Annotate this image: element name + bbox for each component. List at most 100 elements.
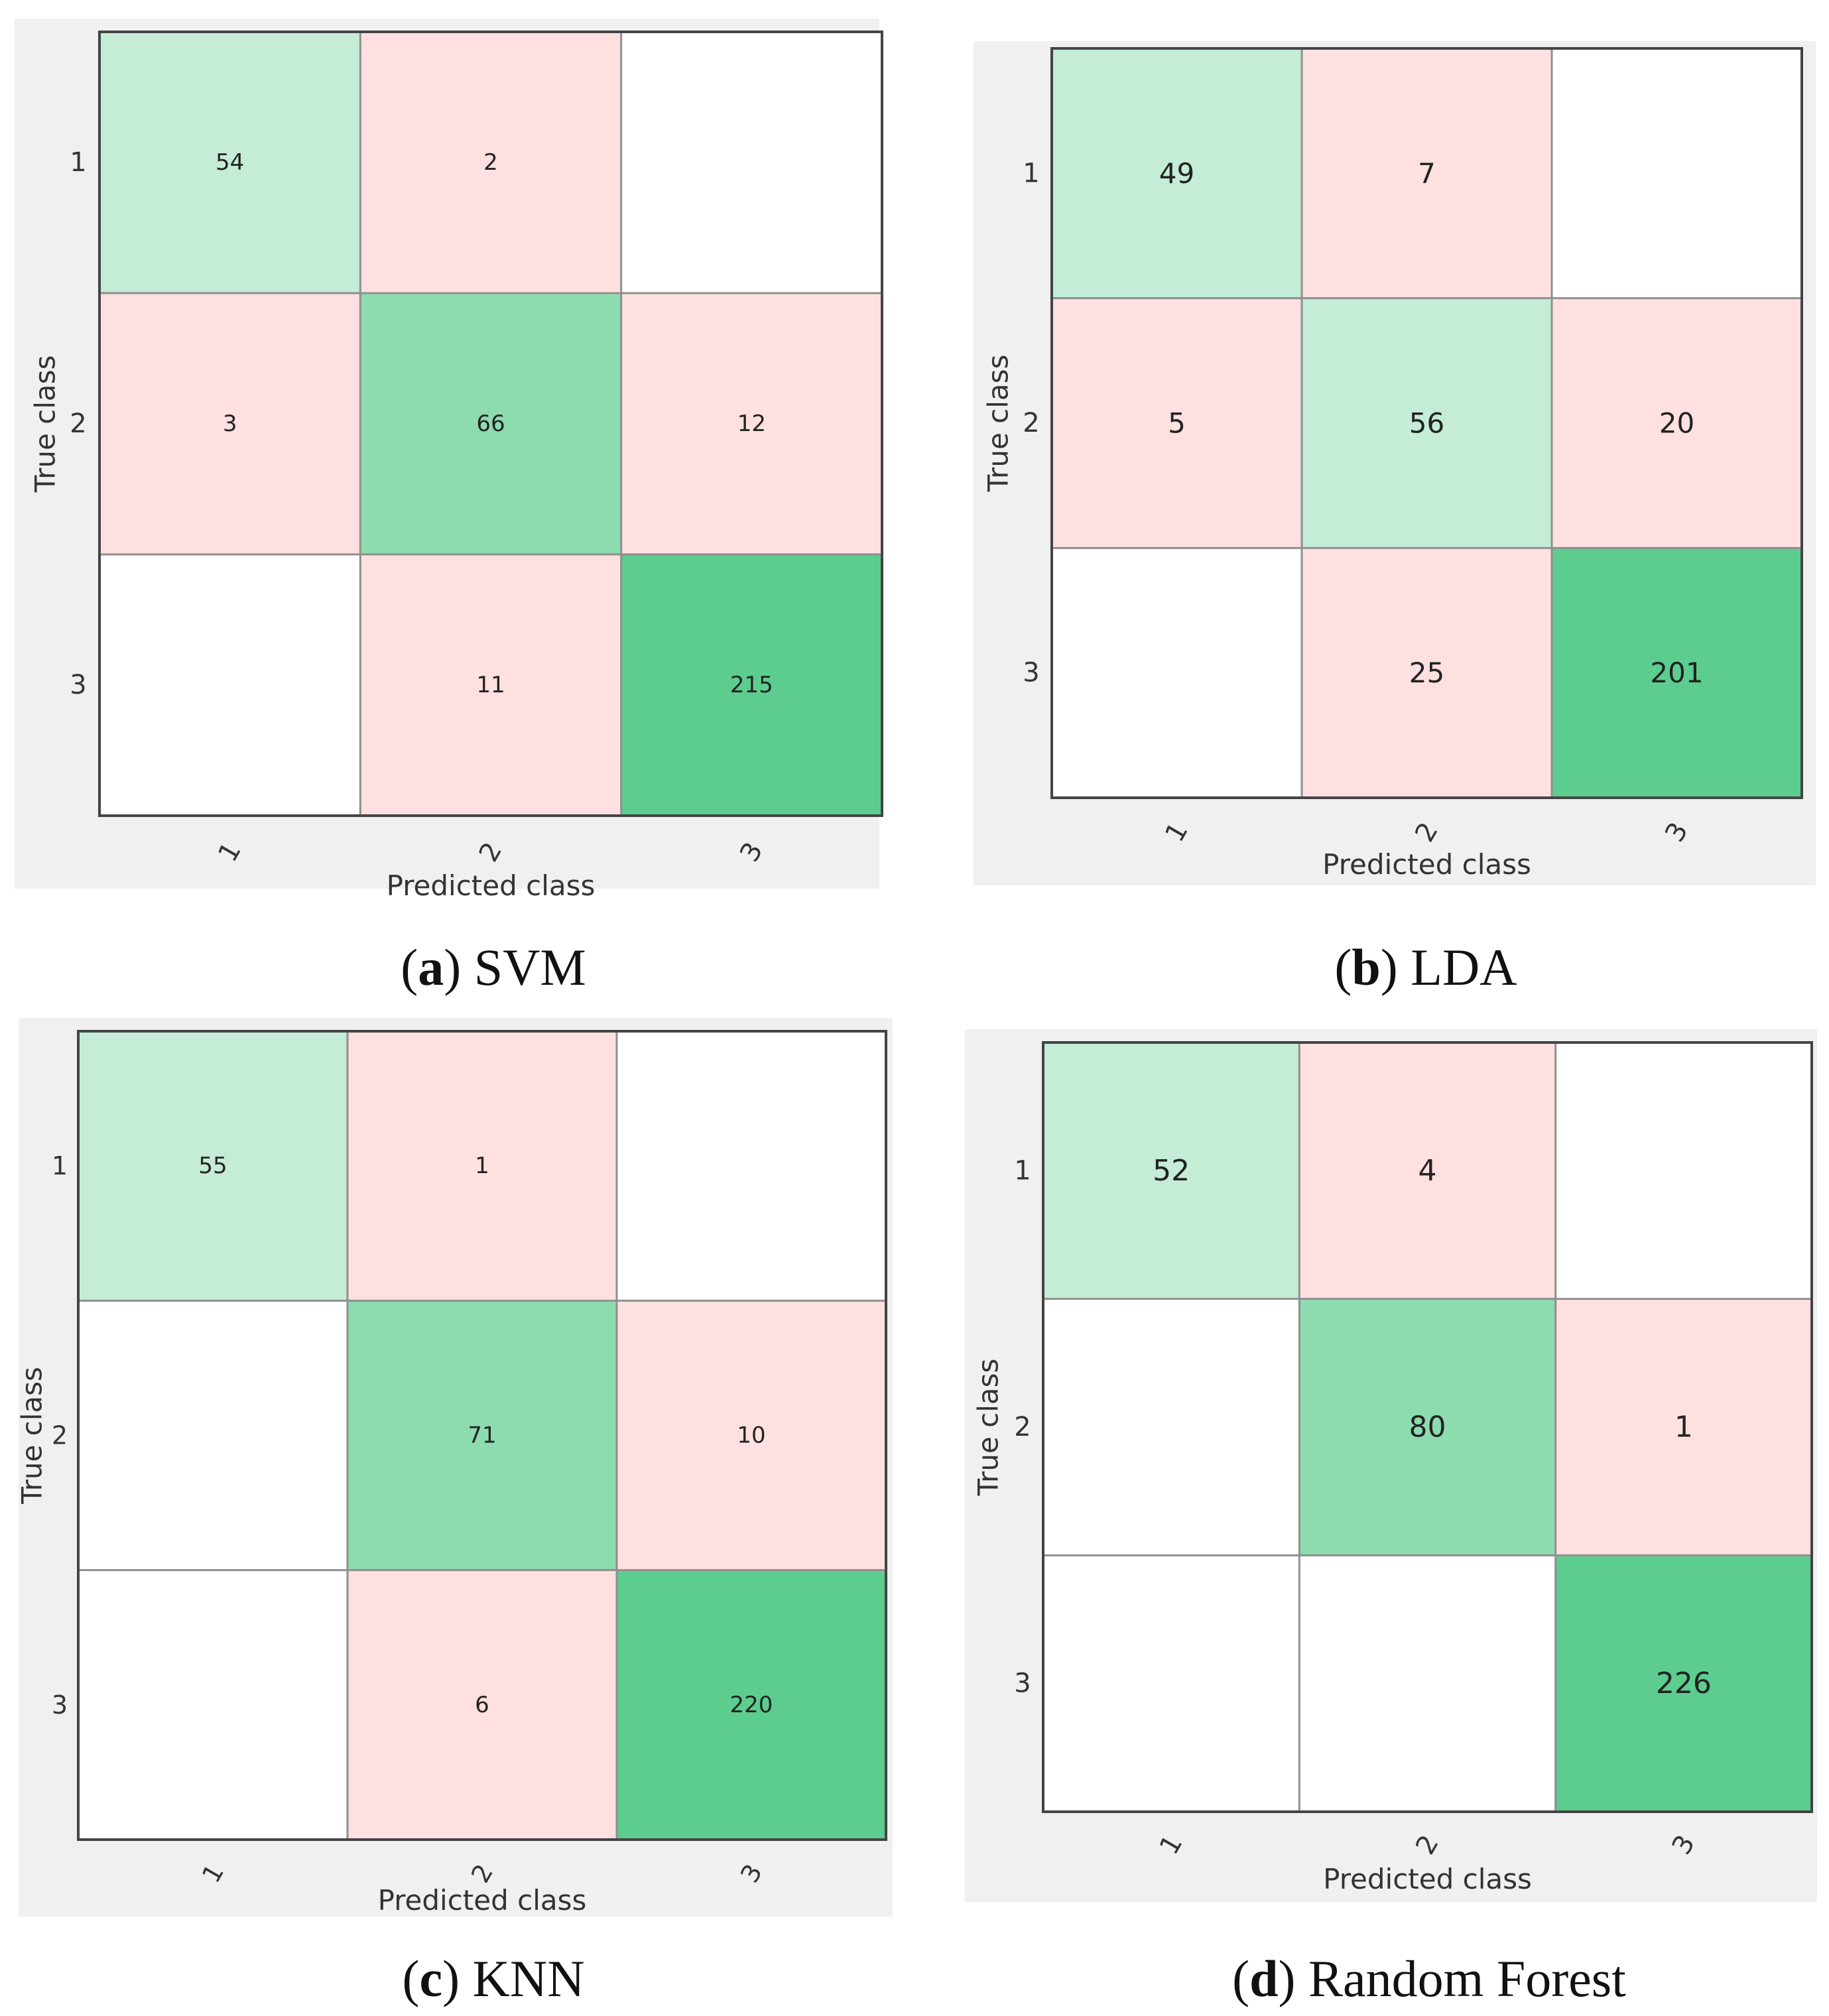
y-axis-title: True class xyxy=(982,355,1015,493)
matrix-cell xyxy=(1299,1298,1556,1556)
matrix-cell xyxy=(1555,1042,1812,1299)
cell-value-label: 20 xyxy=(1659,407,1694,440)
cell-value-label: 66 xyxy=(476,410,505,437)
y-tick-label: 3 xyxy=(1023,658,1039,688)
cell-value-label: 226 xyxy=(1656,1667,1712,1700)
y-tick-label: 3 xyxy=(70,670,86,700)
y-tick-label: 2 xyxy=(52,1421,68,1450)
cell-value-label: 4 xyxy=(1419,1154,1437,1188)
matrix-cell xyxy=(1552,48,1802,298)
matrix-cell xyxy=(360,554,621,816)
matrix-cell xyxy=(360,32,621,293)
cell-value-label: 25 xyxy=(1409,657,1444,689)
matrix-cell xyxy=(1555,1298,1812,1556)
y-tick-label: 1 xyxy=(70,147,86,178)
caption-letter: (b) xyxy=(1334,938,1398,996)
y-tick-label: 2 xyxy=(1023,408,1039,438)
y-tick-label: 2 xyxy=(70,409,86,439)
x-axis-title: Predicted class xyxy=(387,869,596,902)
matrix-cell xyxy=(1052,548,1302,798)
cell-value-label: 10 xyxy=(737,1422,765,1449)
y-tick-label: 1 xyxy=(52,1151,68,1180)
matrix-cell xyxy=(99,32,361,293)
caption-model-name: LDA xyxy=(1411,938,1517,996)
matrix-cell xyxy=(1052,48,1302,298)
matrix-cell xyxy=(347,1300,617,1570)
cell-value-label: 12 xyxy=(737,410,766,437)
caption-letter: (a) xyxy=(401,938,462,996)
matrix-cell xyxy=(99,293,361,554)
matrix-cell xyxy=(1552,298,1802,548)
caption-lda: (b) LDA xyxy=(1061,942,1791,993)
caption-svm: (a) SVM xyxy=(129,942,858,993)
matrix-cell xyxy=(617,1570,886,1840)
caption-model-name: KNN xyxy=(472,1950,585,2007)
matrix-cell xyxy=(1302,548,1552,798)
cell-value-label: 54 xyxy=(216,149,244,176)
y-tick-label: 1 xyxy=(1014,1155,1031,1186)
cell-value-label: 215 xyxy=(730,672,773,698)
x-axis-title: Predicted class xyxy=(1323,1863,1532,1895)
matrix-cell xyxy=(1043,1298,1300,1556)
matrix-cell xyxy=(347,1031,617,1301)
matrix-cell xyxy=(1302,298,1552,548)
y-tick-label: 1 xyxy=(1023,158,1039,188)
matrix-cell xyxy=(78,1570,347,1840)
matrix-cell xyxy=(1299,1555,1556,1812)
matrix-cell xyxy=(617,1300,886,1570)
y-axis-title: True class xyxy=(972,1359,1005,1497)
cell-value-label: 1 xyxy=(475,1153,489,1179)
cell-value-label: 80 xyxy=(1409,1411,1446,1444)
matrix-cell xyxy=(360,293,621,554)
y-axis-title: True class xyxy=(29,355,62,493)
cell-value-label: 7 xyxy=(1418,157,1436,190)
matrix-cell xyxy=(1555,1555,1812,1812)
x-axis-title: Predicted class xyxy=(1322,848,1531,881)
cell-value-label: 3 xyxy=(223,410,237,437)
matrix-cell xyxy=(621,32,882,293)
matrix-cell xyxy=(99,554,361,816)
cell-value-label: 71 xyxy=(468,1422,496,1449)
y-tick-label: 2 xyxy=(1014,1412,1031,1442)
matrix-cell xyxy=(1043,1042,1300,1299)
cell-value-label: 52 xyxy=(1153,1154,1190,1188)
cell-value-label: 5 xyxy=(1168,407,1186,440)
caption-letter: (d) xyxy=(1232,1950,1296,2007)
cell-value-label: 49 xyxy=(1159,157,1194,190)
cell-value-label: 1 xyxy=(1674,1411,1693,1444)
cell-value-label: 56 xyxy=(1409,407,1444,440)
matrix-cell xyxy=(1299,1042,1556,1299)
cell-value-label: 220 xyxy=(730,1692,773,1718)
y-tick-label: 3 xyxy=(52,1690,68,1720)
cell-value-label: 6 xyxy=(475,1692,489,1718)
matrix-cell xyxy=(1052,298,1302,548)
matrix-cell xyxy=(617,1031,886,1301)
caption-model-name: SVM xyxy=(473,938,586,996)
matrix-cell xyxy=(621,293,882,554)
cell-value-label: 11 xyxy=(476,672,505,698)
matrix-border xyxy=(98,31,883,817)
y-axis-title: True class xyxy=(16,1367,48,1505)
cell-value-label: 201 xyxy=(1650,657,1703,689)
caption-random-forest: (d) Random Forest xyxy=(1064,1953,1794,2005)
matrix-border xyxy=(1042,1041,1813,1813)
matrix-cell xyxy=(1552,548,1802,798)
matrix-cell xyxy=(621,554,882,816)
cell-value-label: 55 xyxy=(198,1153,227,1179)
caption-knn: (c) KNN xyxy=(129,1953,858,2005)
matrix-cell xyxy=(78,1031,347,1301)
matrix-cell xyxy=(1302,48,1552,298)
matrix-cell xyxy=(347,1570,617,1840)
caption-model-name: Random Forest xyxy=(1308,1950,1626,2007)
y-tick-label: 3 xyxy=(1014,1669,1031,1699)
caption-letter: (c) xyxy=(402,1950,460,2007)
matrix-border xyxy=(1050,47,1803,799)
matrix-border xyxy=(77,1030,887,1841)
cell-value-label: 2 xyxy=(483,149,498,176)
